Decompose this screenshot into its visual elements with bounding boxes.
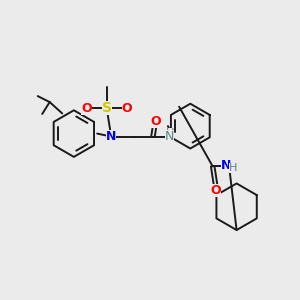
Text: O: O xyxy=(210,184,221,196)
Text: O: O xyxy=(81,102,92,115)
Text: H: H xyxy=(166,128,174,138)
Text: N: N xyxy=(106,130,116,143)
Text: N: N xyxy=(165,130,174,143)
Text: O: O xyxy=(151,115,161,128)
Text: H: H xyxy=(229,163,237,172)
Text: N: N xyxy=(221,159,231,172)
Text: S: S xyxy=(102,101,112,115)
Text: O: O xyxy=(122,102,132,115)
